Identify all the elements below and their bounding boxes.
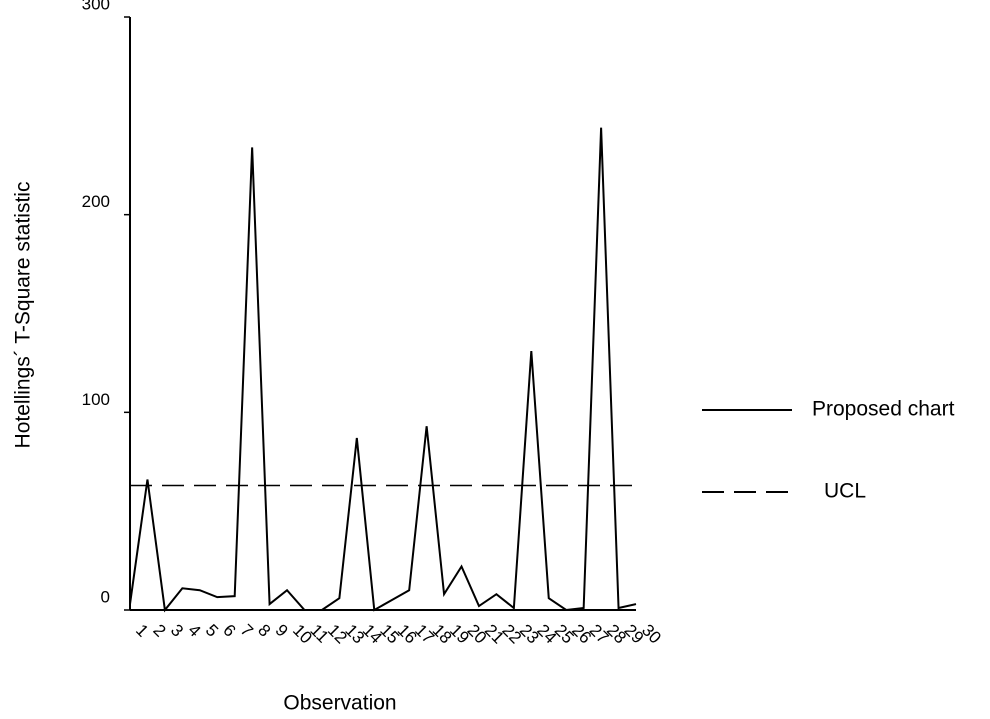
x-tick-label: 3 bbox=[167, 621, 187, 641]
y-axis-label: Hotellings´ T-Square statistic bbox=[12, 182, 35, 449]
x-axis-label: Observation bbox=[283, 692, 396, 715]
y-tick-label: 0 bbox=[101, 587, 110, 606]
y-tick-label: 100 bbox=[82, 390, 110, 409]
x-tick-label: 1 bbox=[132, 621, 152, 641]
x-tick-label: 30 bbox=[638, 621, 665, 648]
x-tick-label: 9 bbox=[272, 621, 292, 641]
x-tick-label: 5 bbox=[202, 621, 222, 641]
x-tick-label: 7 bbox=[237, 621, 257, 641]
legend-label: Proposed chart bbox=[812, 398, 955, 421]
x-tick-label: 2 bbox=[149, 621, 169, 641]
data-line bbox=[129, 127, 637, 613]
x-tick-label: 4 bbox=[184, 621, 204, 641]
y-tick-label: 200 bbox=[82, 192, 110, 211]
y-tick-label: 300 bbox=[82, 0, 110, 13]
legend-label: UCL bbox=[824, 480, 866, 503]
x-tick-label: 6 bbox=[219, 621, 239, 641]
x-tick-label: 8 bbox=[254, 621, 274, 641]
